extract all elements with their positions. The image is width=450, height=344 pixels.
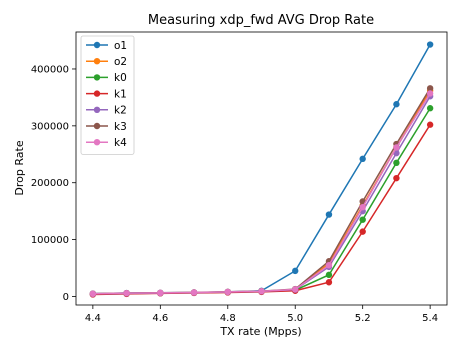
data-point-k4: [393, 144, 400, 151]
chart-title: Measuring xdp_fwd AVG Drop Rate: [148, 13, 374, 28]
legend-label: k4: [114, 137, 127, 149]
series-k2: [89, 93, 434, 298]
plot-frame: [75, 31, 448, 306]
legend-marker: [93, 106, 101, 114]
legend-marker: [93, 139, 101, 146]
legend-marker: [93, 74, 101, 81]
x-tick-label: 4.4: [85, 313, 101, 324]
x-tick-label: 5.4: [422, 313, 438, 324]
y-tick-label: 300000: [31, 121, 69, 132]
data-point-k1: [359, 228, 366, 235]
data-point-k4: [426, 90, 434, 97]
series-k1: [89, 121, 434, 298]
legend-marker: [93, 58, 101, 65]
data-point-k0: [426, 105, 434, 112]
legend-marker: [93, 41, 101, 49]
data-point-k4: [224, 288, 231, 296]
data-point-k4: [157, 289, 164, 297]
data-point-k1: [325, 279, 333, 286]
series-o2: [89, 87, 434, 298]
legend-label: k3: [114, 121, 127, 133]
data-point-k0: [393, 159, 400, 167]
data-point-k0: [359, 216, 366, 223]
y-tick-label: 100000: [31, 235, 69, 246]
y-axis-label: Drop Rate: [13, 140, 26, 195]
x-tick-label: 4.6: [152, 313, 168, 324]
data-point-k1: [393, 174, 400, 182]
data-point-o1: [325, 211, 333, 218]
y-tick-label: 200000: [31, 178, 69, 189]
data-point-o1: [426, 41, 434, 48]
data-point-o1: [292, 267, 299, 275]
data-point-o1: [359, 155, 366, 163]
data-point-k4: [258, 288, 265, 295]
series-line-k1: [92, 124, 431, 296]
x-axis: 4.4 4.6 4.8 5.0 5.2 5.4: [85, 305, 438, 324]
series-layer: [89, 41, 434, 298]
y-axis: 0 100000 200000 300000 400000: [31, 64, 76, 303]
data-point-k0: [325, 271, 333, 279]
series-k3: [89, 85, 434, 297]
x-tick-label: 4.8: [220, 313, 236, 324]
data-point-k4: [89, 290, 97, 297]
legend-label: o2: [114, 56, 127, 68]
x-tick-label: 5.2: [355, 313, 371, 324]
data-point-o1: [393, 101, 400, 108]
legend-label: o1: [114, 40, 127, 52]
legend-label: k0: [114, 72, 127, 84]
y-tick-label: 400000: [31, 64, 69, 75]
data-point-k4: [325, 261, 333, 269]
legend-label: k2: [114, 105, 127, 117]
legend: o1 o2 k0 k1 k2 k3 k4: [80, 35, 135, 155]
series-k4: [89, 90, 434, 297]
data-point-k4: [123, 289, 130, 297]
data-point-k4: [359, 203, 366, 211]
series-line-k2: [92, 95, 431, 295]
data-point-k1: [426, 121, 434, 128]
series-line-k4: [92, 93, 431, 295]
legend-marker: [93, 90, 101, 97]
series-line-k0: [92, 107, 431, 295]
x-axis-label: TX rate (Mpps): [219, 325, 301, 338]
legend-marker: [93, 122, 101, 130]
legend-label: k1: [114, 88, 127, 100]
y-tick-label: 0: [63, 292, 69, 303]
data-point-k3: [426, 85, 434, 92]
data-point-k4: [292, 286, 299, 293]
x-tick-label: 5.0: [287, 313, 303, 324]
series-line-o1: [92, 44, 431, 295]
data-point-k4: [190, 289, 198, 296]
